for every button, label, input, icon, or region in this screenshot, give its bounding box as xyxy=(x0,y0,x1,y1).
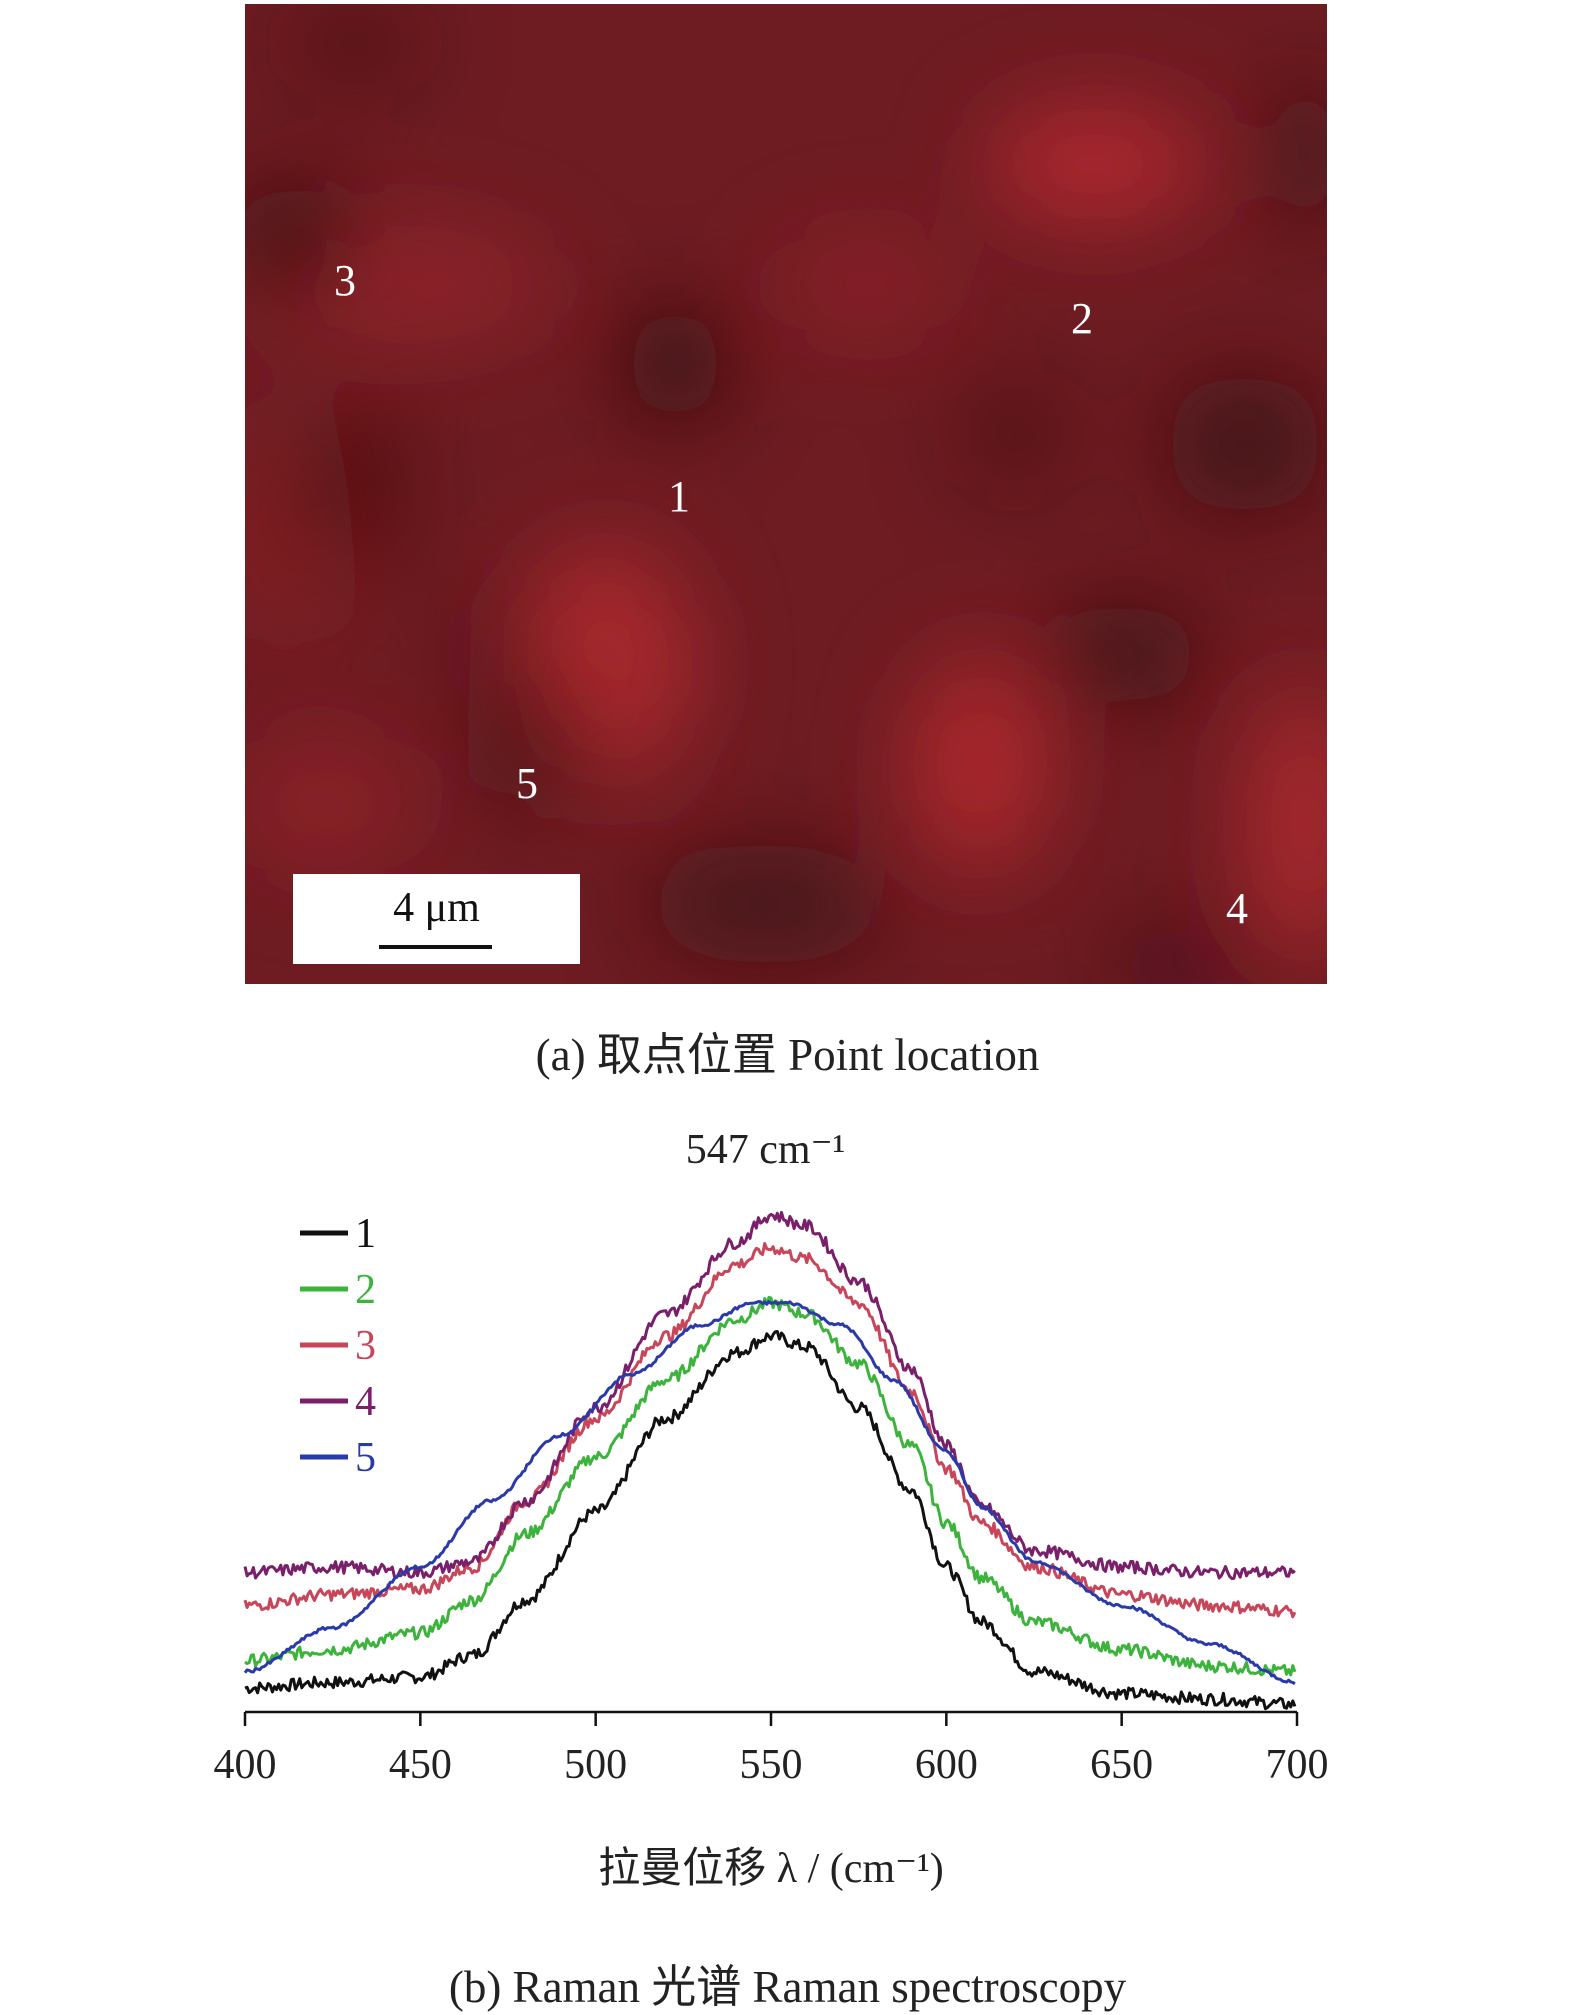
map-intensity-patch xyxy=(955,374,1075,494)
point-label-5: 5 xyxy=(516,759,538,808)
point-location-map: 1 2 3 4 5 4 μm xyxy=(245,4,1327,984)
x-tick-label: 450 xyxy=(389,1742,452,1788)
x-tick-label: 650 xyxy=(1090,1742,1153,1788)
map-intensity-patch xyxy=(275,394,415,574)
map-intensity-patch xyxy=(910,654,1050,874)
map-intensity-patch xyxy=(285,4,425,94)
legend-label-2: 2 xyxy=(355,1267,376,1313)
series-line-3 xyxy=(243,1242,1297,1619)
map-intensity-patch xyxy=(455,604,535,684)
x-axis-label: 拉曼位移 λ / (cm⁻¹) xyxy=(598,1845,944,1892)
series-line-5 xyxy=(243,1300,1296,1686)
series-line-1 xyxy=(244,1330,1297,1711)
point-label-1: 1 xyxy=(668,472,690,521)
map-intensity-patch xyxy=(1245,684,1327,964)
legend: 1 2 3 4 5 xyxy=(300,1211,376,1481)
legend-label-1: 1 xyxy=(355,1211,376,1257)
map-intensity-patch xyxy=(625,304,725,424)
x-tick-label: 600 xyxy=(915,1742,978,1788)
point-label-4: 4 xyxy=(1226,884,1248,933)
scale-bar-line xyxy=(379,945,492,949)
series-lines xyxy=(243,1210,1297,1711)
map-intensity-patch xyxy=(475,684,595,804)
legend-label-5: 5 xyxy=(355,1435,376,1481)
x-axis-ticks: 400 450 500 550 600 650 700 xyxy=(214,1712,1329,1788)
x-tick-label: 500 xyxy=(564,1742,627,1788)
point-label-2: 2 xyxy=(1071,294,1093,343)
caption-a: (a) 取点位置 Point location xyxy=(535,1030,1040,1080)
legend-label-3: 3 xyxy=(355,1323,376,1369)
map-intensity-patch xyxy=(245,184,355,304)
raman-map-image xyxy=(245,4,1327,984)
x-tick-label: 400 xyxy=(214,1742,277,1788)
map-intensity-patch xyxy=(245,734,415,874)
x-tick-label: 550 xyxy=(740,1742,803,1788)
caption-b: (b) Raman 光谱 Raman spectroscopy xyxy=(448,1962,1127,2012)
map-intensity-patch xyxy=(985,104,1205,224)
map-intensity-patch xyxy=(1265,74,1327,234)
raman-spectra-chart: 400 450 500 550 600 650 700 547 cm⁻¹ 拉曼位移 λ / … xyxy=(214,1130,1329,1892)
scale-bar-label: 4 μm xyxy=(393,885,480,931)
map-intensity-patch xyxy=(775,234,955,334)
series-line-2 xyxy=(244,1295,1297,1677)
map-intensity-patch xyxy=(1105,924,1265,984)
point-label-3: 3 xyxy=(334,256,356,305)
map-intensity-patch xyxy=(1045,604,1205,704)
legend-label-4: 4 xyxy=(355,1379,376,1425)
x-tick-label: 700 xyxy=(1266,1742,1329,1788)
scale-bar-box: 4 μm xyxy=(293,874,580,964)
peak-annotation: 547 cm⁻¹ xyxy=(686,1130,846,1173)
map-intensity-patch xyxy=(1165,374,1325,514)
map-intensity-patch xyxy=(645,844,885,964)
series-line-4 xyxy=(243,1210,1296,1580)
